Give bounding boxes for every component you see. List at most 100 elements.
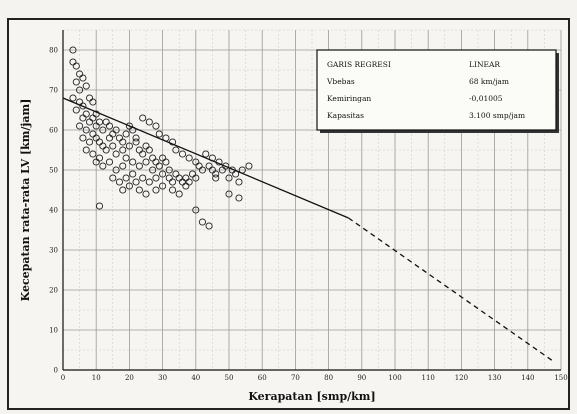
y-axis-ticks: 0 10 20 30 40 50 60 70 80 bbox=[49, 47, 58, 375]
y-tick-label: 10 bbox=[49, 327, 58, 335]
data-point bbox=[95, 118, 104, 126]
data-point bbox=[92, 122, 100, 130]
data-point bbox=[115, 134, 123, 142]
speed-density-chart: 0 10 20 30 40 50 60 70 80 90 100 110 120 130 140 150 0 1… bbox=[19, 29, 568, 403]
data-point bbox=[119, 146, 127, 154]
scatter-points bbox=[69, 46, 253, 230]
data-point bbox=[205, 222, 213, 230]
data-point bbox=[208, 166, 216, 174]
data-point bbox=[198, 166, 206, 174]
x-tick-label: 110 bbox=[422, 374, 435, 382]
data-point bbox=[172, 146, 180, 154]
legend: GARIS REGRESI LINEAR Vbebas 68 km/jam Kemiri… bbox=[316, 49, 559, 133]
legend-row-value: LINEAR bbox=[469, 60, 500, 69]
data-point bbox=[169, 138, 177, 146]
data-point bbox=[109, 174, 117, 182]
data-point bbox=[185, 178, 193, 186]
data-point bbox=[245, 162, 253, 170]
data-point bbox=[125, 142, 133, 150]
data-point bbox=[99, 162, 107, 170]
data-point bbox=[79, 74, 87, 82]
data-point bbox=[139, 174, 147, 182]
data-point bbox=[132, 138, 140, 146]
legend-row-label: Vbebas bbox=[326, 77, 355, 86]
data-point bbox=[82, 82, 90, 90]
legend-row-value: 68 km/jam bbox=[469, 77, 509, 86]
data-point bbox=[79, 102, 87, 110]
data-point bbox=[109, 142, 117, 150]
data-point bbox=[99, 126, 107, 134]
data-point bbox=[172, 170, 180, 178]
data-point bbox=[192, 206, 200, 214]
data-point bbox=[92, 110, 100, 118]
y-axis-label: Kecepatan rata-rata LV [km/jam] bbox=[19, 99, 32, 302]
x-tick-label: 40 bbox=[191, 374, 200, 382]
x-tick-label: 30 bbox=[158, 374, 167, 382]
regression-lines bbox=[62, 97, 555, 363]
data-point bbox=[122, 174, 130, 182]
data-point bbox=[122, 130, 130, 138]
x-tick-label: 100 bbox=[388, 374, 401, 382]
y-tick-label: 70 bbox=[49, 87, 58, 95]
y-tick-label: 30 bbox=[49, 247, 58, 255]
data-point bbox=[129, 170, 137, 178]
data-point bbox=[139, 150, 147, 158]
data-point bbox=[89, 130, 97, 138]
x-tick-label: 130 bbox=[488, 374, 501, 382]
x-axis-ticks: 0 10 20 30 40 50 60 70 80 90 100 110 120 130 140 150 bbox=[61, 374, 568, 382]
data-point bbox=[82, 146, 90, 154]
data-point bbox=[159, 182, 167, 190]
data-point bbox=[89, 98, 97, 106]
data-point bbox=[105, 134, 114, 142]
data-point bbox=[142, 190, 150, 198]
x-tick-label: 0 bbox=[61, 374, 65, 382]
y-tick-label: 60 bbox=[49, 127, 58, 135]
data-point bbox=[119, 138, 127, 146]
x-tick-label: 10 bbox=[92, 374, 101, 382]
data-point bbox=[198, 218, 206, 226]
data-point bbox=[195, 162, 203, 170]
y-tick-label: 80 bbox=[49, 47, 58, 55]
data-point bbox=[82, 110, 90, 118]
data-point bbox=[145, 118, 153, 126]
legend-row-label: Kapasitas bbox=[327, 111, 364, 120]
legend-row-label: Kemiringan bbox=[327, 94, 371, 103]
data-point bbox=[149, 166, 157, 174]
data-point bbox=[192, 174, 200, 182]
data-point bbox=[105, 158, 114, 166]
data-point bbox=[185, 154, 193, 162]
data-point bbox=[159, 170, 167, 178]
legend-box bbox=[316, 49, 557, 131]
data-point bbox=[152, 158, 160, 166]
data-point bbox=[132, 178, 140, 186]
data-point bbox=[152, 122, 160, 130]
data-point bbox=[165, 166, 173, 174]
data-point bbox=[72, 78, 80, 86]
y-tick-label: 0 bbox=[54, 367, 58, 375]
data-point bbox=[125, 182, 133, 190]
data-point bbox=[89, 150, 97, 158]
data-point bbox=[86, 138, 94, 146]
data-point bbox=[82, 126, 90, 134]
x-tick-label: 70 bbox=[291, 374, 300, 382]
data-point bbox=[99, 142, 107, 150]
data-point bbox=[119, 162, 127, 170]
data-point bbox=[145, 178, 153, 186]
data-point bbox=[178, 150, 187, 158]
data-point bbox=[162, 158, 170, 166]
data-point bbox=[95, 154, 104, 162]
data-point bbox=[188, 170, 197, 178]
data-point bbox=[175, 190, 183, 198]
data-point bbox=[135, 186, 143, 194]
data-point bbox=[212, 174, 220, 182]
data-point bbox=[112, 150, 120, 158]
x-tick-label: 20 bbox=[125, 374, 134, 382]
data-point bbox=[102, 118, 110, 126]
data-point bbox=[235, 194, 243, 202]
x-tick-label: 80 bbox=[324, 374, 333, 382]
data-point bbox=[119, 186, 127, 194]
y-tick-label: 40 bbox=[49, 207, 58, 215]
x-tick-label: 150 bbox=[554, 374, 567, 382]
data-point bbox=[69, 46, 77, 54]
